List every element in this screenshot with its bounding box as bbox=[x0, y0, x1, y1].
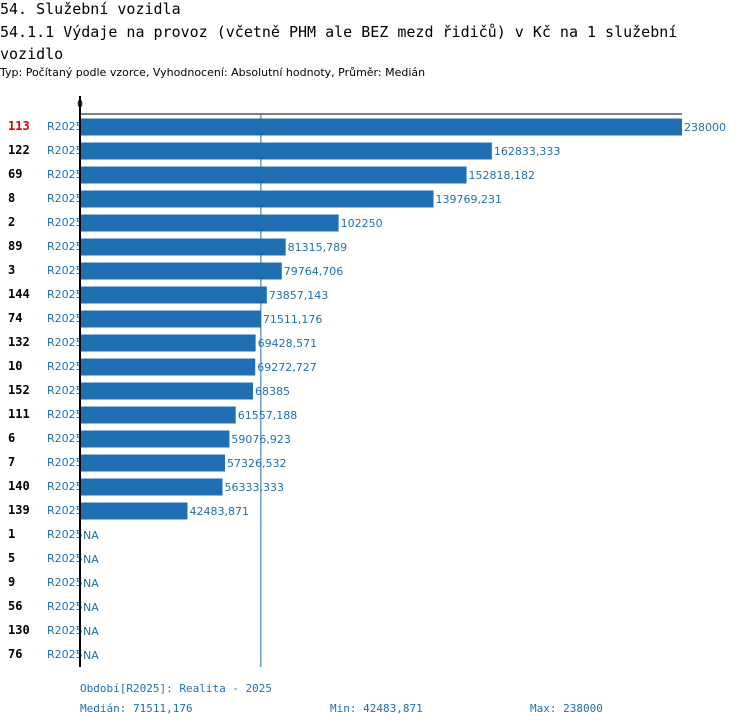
series-label: R2025 bbox=[47, 168, 83, 181]
series-label: R2025 bbox=[47, 456, 83, 469]
data-label: NA bbox=[83, 553, 99, 566]
category-label: 3 bbox=[8, 263, 15, 277]
category-label: 10 bbox=[8, 359, 22, 373]
data-label: NA bbox=[83, 601, 99, 614]
bar bbox=[80, 190, 434, 208]
data-label: 42483,871 bbox=[189, 505, 249, 518]
category-label: 74 bbox=[8, 311, 22, 325]
category-label: 130 bbox=[8, 623, 30, 637]
bar bbox=[80, 214, 339, 232]
data-label: 73857,143 bbox=[269, 289, 329, 302]
category-label: 132 bbox=[8, 335, 30, 349]
section-title: 54. Služební vozidla bbox=[0, 0, 181, 18]
data-label: 102250 bbox=[341, 217, 383, 230]
category-label: 1 bbox=[8, 527, 15, 541]
data-label: NA bbox=[83, 529, 99, 542]
bar bbox=[80, 262, 282, 280]
data-label: 238000 bbox=[684, 121, 726, 134]
footer-period: Období[R2025]: Realita - 2025 bbox=[80, 682, 273, 695]
data-label: 71511,176 bbox=[263, 313, 323, 326]
bar bbox=[80, 430, 230, 448]
category-label: 56 bbox=[8, 599, 22, 613]
footer-median: Medián: 71511,176 bbox=[80, 702, 193, 715]
data-label: 69272,727 bbox=[257, 361, 317, 374]
data-label: 139769,231 bbox=[436, 193, 502, 206]
bar bbox=[80, 286, 267, 304]
data-label: NA bbox=[83, 577, 99, 590]
data-label: 69428,571 bbox=[258, 337, 318, 350]
series-label: R2025 bbox=[47, 144, 83, 157]
data-label: NA bbox=[83, 625, 99, 638]
category-label: 140 bbox=[8, 479, 30, 493]
series-label: R2025 bbox=[47, 624, 83, 637]
bar bbox=[80, 310, 261, 328]
series-label: R2025 bbox=[47, 192, 83, 205]
series-label: R2025 bbox=[47, 240, 83, 253]
data-label: 61557,188 bbox=[238, 409, 298, 422]
series-label: R2025 bbox=[47, 288, 83, 301]
series-label: R2025 bbox=[47, 384, 83, 397]
category-label: 6 bbox=[8, 431, 15, 445]
series-label: R2025 bbox=[47, 336, 83, 349]
series-label: R2025 bbox=[47, 600, 83, 613]
data-label: NA bbox=[83, 649, 99, 662]
category-label: 76 bbox=[8, 647, 22, 661]
series-label: R2025 bbox=[47, 576, 83, 589]
bar bbox=[80, 142, 492, 160]
series-label: R2025 bbox=[47, 480, 83, 493]
category-label: 139 bbox=[8, 503, 30, 517]
category-label: 5 bbox=[8, 551, 15, 565]
category-label: 2 bbox=[8, 215, 15, 229]
data-label: 68385 bbox=[255, 385, 290, 398]
series-label: R2025 bbox=[47, 552, 83, 565]
bar bbox=[80, 334, 256, 352]
category-label: 8 bbox=[8, 191, 15, 205]
category-label: 113 bbox=[8, 119, 30, 133]
bar-chart: 0113R2025238000122R2025162833,33369R2025… bbox=[8, 96, 726, 667]
series-label: R2025 bbox=[47, 312, 83, 325]
data-label: 57326,532 bbox=[227, 457, 287, 470]
category-label: 111 bbox=[8, 407, 30, 421]
data-label: 56333,333 bbox=[224, 481, 283, 494]
data-label: 81315,789 bbox=[288, 241, 348, 254]
category-label: 7 bbox=[8, 455, 15, 469]
bar bbox=[80, 118, 682, 136]
category-label: 89 bbox=[8, 239, 22, 253]
series-label: R2025 bbox=[47, 432, 83, 445]
chart-subtitle: Typ: Počítaný podle vzorce, Vyhodnocení:… bbox=[0, 66, 426, 79]
bar bbox=[80, 166, 467, 184]
category-label: 9 bbox=[8, 575, 15, 589]
footer-max: Max: 238000 bbox=[530, 702, 603, 715]
category-label: 152 bbox=[8, 383, 30, 397]
bar bbox=[80, 358, 256, 376]
category-label: 69 bbox=[8, 167, 22, 181]
data-label: 79764,706 bbox=[284, 265, 344, 278]
series-label: R2025 bbox=[47, 648, 83, 661]
bar bbox=[80, 238, 286, 256]
bar bbox=[80, 502, 188, 520]
bar bbox=[80, 454, 226, 472]
bar bbox=[80, 382, 253, 400]
bar bbox=[80, 478, 223, 496]
series-label: R2025 bbox=[47, 408, 83, 421]
series-label: R2025 bbox=[47, 216, 83, 229]
data-label: 162833,333 bbox=[494, 145, 560, 158]
series-label: R2025 bbox=[47, 120, 83, 133]
bar bbox=[80, 406, 236, 424]
chart-title: 54.1.1 Výdaje na provoz (včetně PHM ale … bbox=[0, 23, 678, 63]
series-label: R2025 bbox=[47, 528, 83, 541]
category-label: 122 bbox=[8, 143, 30, 157]
footer-min: Min: 42483,871 bbox=[330, 702, 423, 715]
series-label: R2025 bbox=[47, 264, 83, 277]
series-label: R2025 bbox=[47, 504, 83, 517]
series-label: R2025 bbox=[47, 360, 83, 373]
data-label: 152818,182 bbox=[469, 169, 535, 182]
category-label: 144 bbox=[8, 287, 30, 301]
